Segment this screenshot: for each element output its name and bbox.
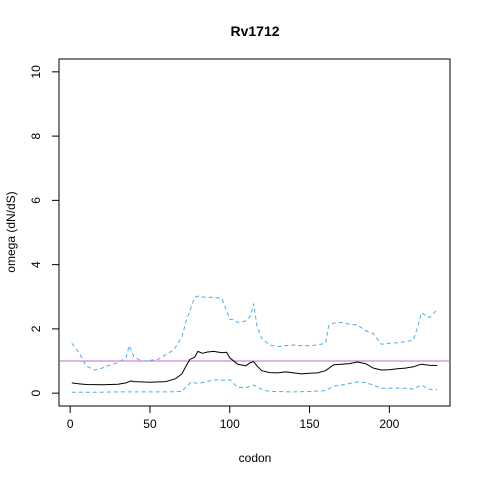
y-tick-label: 4 [29, 261, 43, 268]
x-tick-label: 100 [220, 417, 240, 431]
x-axis: 0 50 100 150 200 [67, 405, 400, 431]
series-line-3 [71, 379, 438, 393]
x-tick-label: 50 [143, 417, 157, 431]
y-tick-label: 8 [29, 132, 43, 139]
x-tick-label: 150 [300, 417, 320, 431]
series-line-2 [71, 295, 438, 371]
x-tick-label: 200 [379, 417, 399, 431]
y-axis-label: omega (dN/dS) [4, 191, 18, 272]
y-tick-label: 6 [29, 197, 43, 204]
series-group [71, 295, 438, 393]
x-tick-label: 0 [67, 417, 74, 431]
x-axis-label: codon [239, 451, 272, 465]
series-line-1 [71, 350, 438, 386]
chart-title: Rv1712 [230, 23, 279, 39]
y-axis: 0 2 4 6 8 10 [29, 65, 60, 396]
y-tick-label: 0 [29, 389, 43, 396]
y-tick-label: 2 [29, 325, 43, 332]
y-tick-label: 10 [29, 65, 43, 79]
